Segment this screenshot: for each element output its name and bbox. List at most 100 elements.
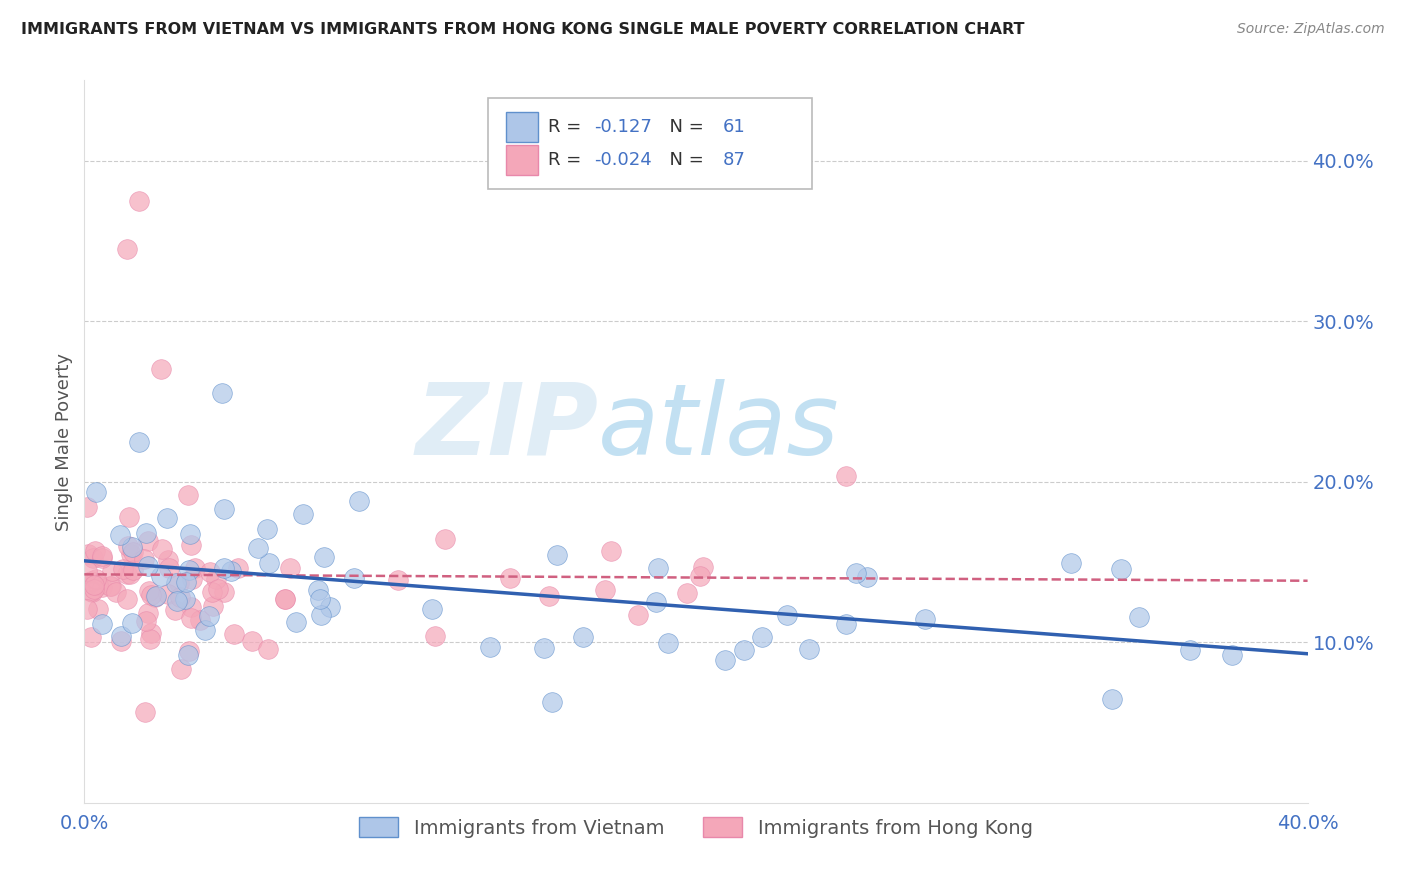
Point [83, 577, 105, 591]
Point [689, 568, 711, 582]
Point [157, 552, 180, 566]
Point [835, 617, 858, 632]
Point [90, 550, 112, 565]
Point [533, 640, 555, 655]
Point [121, 540, 143, 554]
Point [1178, 643, 1201, 657]
Point [98, 578, 121, 592]
Point [167, 576, 190, 591]
Point [198, 609, 221, 624]
Point [87, 602, 110, 616]
Point [135, 525, 157, 540]
Point [84, 572, 107, 586]
Point [309, 607, 332, 622]
Text: atlas: atlas [598, 378, 839, 475]
Point [115, 592, 138, 607]
Point [104, 584, 127, 599]
Point [83, 582, 105, 597]
Point [278, 560, 301, 574]
Point [190, 613, 212, 627]
Text: 87: 87 [723, 151, 745, 169]
Point [149, 362, 172, 376]
Point [82, 551, 104, 566]
Point [120, 547, 142, 561]
Point [156, 587, 179, 601]
Point [115, 242, 138, 256]
Point [118, 510, 141, 524]
Point [120, 567, 142, 582]
Point [541, 695, 564, 709]
Point [347, 494, 370, 508]
Point [174, 592, 197, 607]
Point [256, 522, 278, 536]
Point [285, 615, 308, 630]
Point [115, 566, 138, 581]
Point [180, 538, 202, 552]
Point [169, 590, 191, 604]
Point [181, 572, 204, 586]
Point [177, 488, 200, 502]
Point [274, 591, 297, 606]
Point [100, 579, 122, 593]
Point [627, 607, 650, 622]
Point [312, 550, 335, 565]
Point [112, 562, 135, 576]
Point [90, 580, 112, 594]
Point [845, 566, 868, 581]
Point [110, 633, 132, 648]
Text: R =: R = [548, 151, 586, 169]
Point [1220, 648, 1243, 662]
Point [128, 194, 150, 208]
Y-axis label: Single Male Poverty: Single Male Poverty [55, 352, 73, 531]
Text: -0.024: -0.024 [595, 151, 652, 169]
Point [319, 599, 342, 614]
Point [91, 549, 114, 564]
Point [177, 563, 200, 577]
Point [675, 585, 697, 599]
Point [292, 508, 315, 522]
Point [170, 662, 193, 676]
Point [138, 584, 160, 599]
Text: N =: N = [658, 151, 710, 169]
Point [1060, 556, 1083, 570]
Point [343, 571, 366, 585]
Point [751, 630, 773, 644]
Point [1101, 691, 1123, 706]
Point [136, 533, 159, 548]
Point [83, 544, 105, 558]
Point [165, 575, 187, 590]
Text: R =: R = [548, 119, 586, 136]
Point [184, 561, 207, 575]
Point [647, 561, 669, 575]
Point [194, 624, 217, 638]
Point [572, 630, 595, 644]
Point [538, 589, 561, 603]
Point [136, 606, 159, 620]
Text: ZIP: ZIP [415, 378, 598, 475]
Point [212, 585, 235, 599]
Point [201, 584, 224, 599]
Point [226, 561, 249, 575]
Point [733, 643, 755, 657]
Point [150, 569, 173, 583]
Point [134, 705, 156, 719]
Point [80, 574, 103, 589]
Point [174, 575, 197, 590]
Point [139, 588, 162, 602]
Point [177, 644, 200, 658]
Point [420, 602, 443, 616]
Point [134, 551, 156, 566]
Point [479, 640, 502, 654]
FancyBboxPatch shape [506, 145, 538, 175]
Text: 61: 61 [723, 119, 745, 136]
Point [165, 603, 187, 617]
Point [180, 600, 202, 615]
Text: Source: ZipAtlas.com: Source: ZipAtlas.com [1237, 22, 1385, 37]
Point [307, 583, 329, 598]
Point [657, 636, 679, 650]
Point [156, 511, 179, 525]
Point [76, 500, 98, 514]
Point [246, 541, 269, 555]
Point [76, 564, 98, 578]
Point [117, 539, 139, 553]
